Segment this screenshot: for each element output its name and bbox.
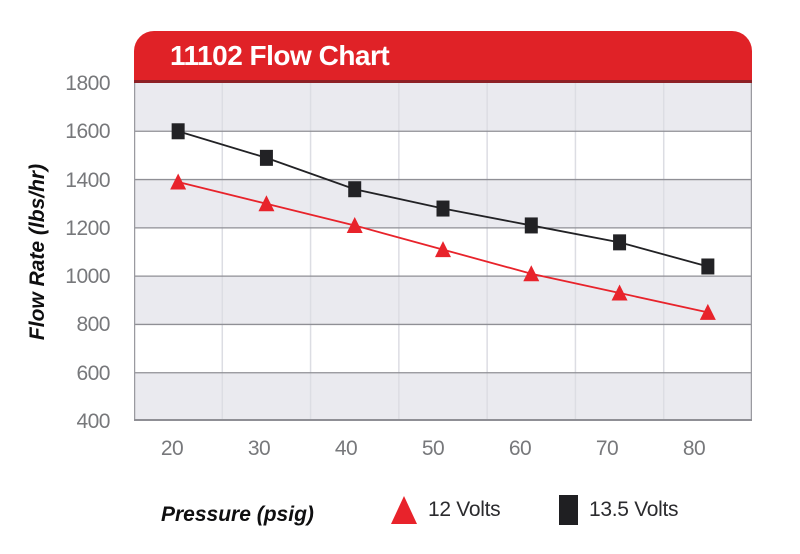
- plot-band: [134, 276, 752, 325]
- y-tick-label: 1000: [65, 265, 110, 289]
- y-tick-label: 1800: [65, 72, 110, 95]
- data-point-triangle: [346, 216, 363, 233]
- data-point-square: [701, 258, 715, 275]
- x-tick-label: 40: [334, 437, 358, 460]
- data-point-square: [171, 123, 185, 140]
- chart-svg: [134, 83, 752, 421]
- x-axis-title: Pressure (psig): [161, 503, 314, 526]
- plot-band: [134, 372, 752, 421]
- plot-band: [134, 83, 752, 132]
- x-tick-label: 20: [160, 437, 184, 460]
- plot-band: [134, 131, 752, 180]
- plot-band: [134, 324, 752, 373]
- x-tick-label: 70: [595, 437, 619, 460]
- y-tick-label: 400: [76, 410, 110, 433]
- data-point-triangle: [258, 195, 275, 212]
- chart-title: 11102 Flow Chart: [170, 39, 390, 71]
- data-point-triangle: [523, 265, 540, 282]
- data-point-square: [436, 200, 450, 217]
- y-tick-label: 800: [76, 313, 110, 337]
- data-point-square: [348, 181, 362, 198]
- legend-label-13-5-volts: 13.5 Volts: [589, 498, 679, 521]
- data-point-triangle: [170, 173, 187, 190]
- data-point-square: [259, 149, 273, 166]
- data-point-triangle: [435, 241, 451, 258]
- y-tick-label: 1400: [65, 168, 110, 192]
- x-tick-label: 50: [421, 437, 445, 460]
- chart-header: 11102 Flow Chart: [134, 31, 752, 83]
- legend-label-12-volts: 12 Volts: [428, 498, 501, 521]
- y-tick-label: 1200: [65, 216, 110, 240]
- legend-item-12-volts: 12 Volts: [391, 495, 501, 525]
- data-point-square: [524, 217, 538, 234]
- triangle-marker-icon: [391, 496, 417, 524]
- y-tick-label: 600: [76, 361, 110, 385]
- chart-panel: 11102 Flow Chart: [134, 31, 752, 83]
- x-tick-label: 80: [682, 437, 706, 460]
- data-point-triangle: [699, 303, 716, 320]
- plot-area: [134, 83, 752, 421]
- data-point-triangle: [611, 284, 628, 301]
- x-tick-label: 30: [247, 437, 271, 460]
- legend-item-13-5-volts: 13.5 Volts: [559, 495, 679, 525]
- data-point-square: [613, 234, 627, 251]
- square-marker-icon: [559, 495, 578, 525]
- x-tick-label: 60: [508, 437, 532, 460]
- y-tick-label: 1600: [65, 120, 110, 144]
